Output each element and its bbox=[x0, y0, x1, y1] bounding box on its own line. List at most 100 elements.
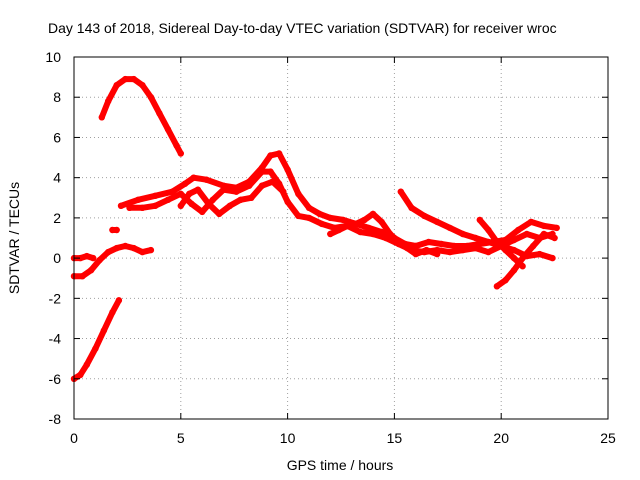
series-line bbox=[71, 243, 154, 280]
data-point bbox=[421, 212, 428, 220]
x-tick-label: 5 bbox=[177, 430, 185, 446]
data-point bbox=[485, 248, 492, 256]
y-tick-label: 4 bbox=[53, 170, 61, 186]
data-point bbox=[134, 196, 142, 203]
data-point bbox=[527, 218, 535, 226]
x-tick-label: 10 bbox=[280, 430, 296, 446]
data-point bbox=[408, 204, 415, 211]
data-point bbox=[139, 82, 146, 89]
data-point bbox=[540, 222, 548, 230]
data-point bbox=[269, 178, 276, 185]
data-point bbox=[113, 82, 120, 89]
data-point bbox=[280, 188, 287, 195]
data-point bbox=[248, 194, 255, 201]
data-point bbox=[246, 182, 253, 189]
data-point bbox=[395, 238, 402, 246]
data-point bbox=[397, 188, 404, 195]
data-point bbox=[203, 176, 210, 183]
data-point bbox=[233, 188, 240, 195]
grid-lines bbox=[74, 57, 608, 419]
data-point bbox=[226, 202, 234, 209]
data-point bbox=[472, 244, 479, 252]
data-point bbox=[87, 267, 95, 274]
data-point bbox=[122, 242, 129, 250]
data-point bbox=[327, 214, 334, 222]
data-point bbox=[318, 220, 325, 228]
data-point bbox=[530, 242, 537, 250]
data-point bbox=[139, 248, 146, 256]
data-point bbox=[117, 202, 125, 209]
data-point bbox=[423, 246, 430, 254]
data-point bbox=[79, 273, 86, 280]
data-point bbox=[451, 242, 458, 250]
data-point bbox=[96, 256, 103, 264]
data-point bbox=[386, 230, 394, 238]
axis-ticks: 0 5 10 15 20 25 -8 -6 -4 -2 0 2 4 6 8 10 bbox=[45, 49, 616, 446]
data-point bbox=[404, 244, 411, 252]
y-tick-label: 6 bbox=[53, 129, 61, 145]
data-point bbox=[502, 277, 509, 284]
data-point bbox=[190, 174, 197, 181]
y-tick-label: -2 bbox=[49, 290, 62, 306]
data-point bbox=[77, 254, 84, 262]
data-point bbox=[335, 226, 343, 234]
data-point bbox=[115, 297, 123, 304]
data-point bbox=[369, 210, 377, 218]
data-point bbox=[130, 75, 137, 83]
data-point bbox=[156, 110, 163, 117]
data-point bbox=[258, 168, 266, 175]
data-point bbox=[344, 222, 351, 230]
y-tick-label: 8 bbox=[53, 89, 61, 105]
data-point bbox=[523, 230, 530, 238]
data-point bbox=[446, 248, 454, 256]
data-point bbox=[169, 188, 176, 195]
data-point bbox=[83, 252, 91, 260]
data-point bbox=[216, 210, 223, 218]
data-point bbox=[519, 263, 526, 270]
series-arc4 bbox=[70, 252, 97, 262]
data-point bbox=[139, 204, 146, 211]
data-point bbox=[305, 204, 313, 211]
data-point bbox=[425, 238, 432, 246]
series-arc7 bbox=[177, 178, 287, 218]
data-point bbox=[352, 220, 360, 228]
x-tick-label: 0 bbox=[70, 430, 78, 446]
data-point bbox=[237, 196, 244, 203]
data-point bbox=[105, 248, 112, 256]
data-point bbox=[510, 246, 518, 254]
data-point bbox=[339, 216, 347, 224]
series-arc3 bbox=[70, 242, 155, 280]
data-point bbox=[188, 200, 195, 207]
data-point bbox=[382, 234, 390, 242]
data-point bbox=[365, 224, 372, 232]
data-point bbox=[173, 142, 180, 149]
data-point bbox=[147, 94, 155, 101]
series-arc1 bbox=[70, 297, 123, 382]
data-point bbox=[186, 190, 193, 197]
data-point bbox=[510, 254, 518, 262]
data-point bbox=[510, 236, 518, 244]
data-point bbox=[130, 244, 137, 252]
data-point bbox=[493, 238, 501, 246]
data-point bbox=[551, 234, 558, 242]
data-point bbox=[199, 208, 206, 216]
data-point bbox=[100, 327, 108, 334]
series-arc2 bbox=[98, 75, 184, 157]
data-point bbox=[284, 198, 291, 205]
data-point bbox=[536, 250, 543, 258]
data-point bbox=[412, 250, 419, 258]
data-point bbox=[438, 240, 445, 248]
data-point bbox=[459, 246, 466, 254]
data-point bbox=[98, 114, 106, 121]
data-point bbox=[378, 218, 385, 226]
plot-frame bbox=[73, 56, 609, 420]
data-point bbox=[502, 246, 509, 254]
data-point bbox=[209, 196, 216, 203]
y-tick-label: -6 bbox=[49, 371, 62, 387]
data-point bbox=[485, 238, 492, 246]
data-point bbox=[459, 230, 466, 238]
data-point bbox=[90, 254, 97, 262]
data-point bbox=[446, 224, 454, 232]
data-point bbox=[493, 283, 501, 290]
